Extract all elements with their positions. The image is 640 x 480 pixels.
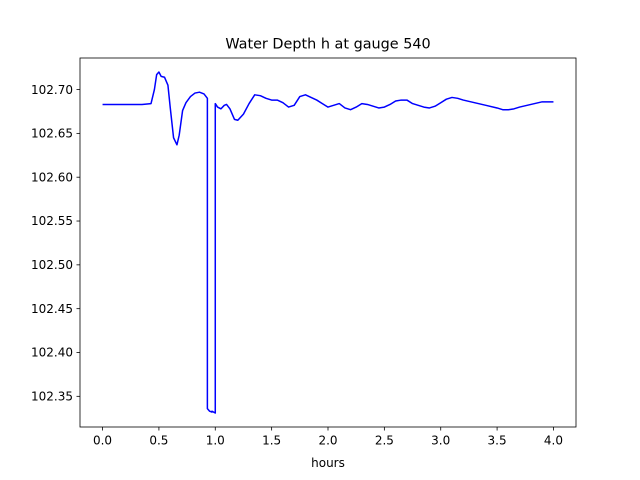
x-tick-label: 3.0 bbox=[431, 434, 450, 448]
x-axis-ticks: 0.0 0.5 1.0 1.5 2.0 2.5 3.0 3.5 4.0 bbox=[93, 427, 563, 448]
x-tick-label: 2.5 bbox=[375, 434, 394, 448]
chart-title: Water Depth h at gauge 540 bbox=[225, 37, 430, 53]
x-tick-label: 1.0 bbox=[206, 434, 225, 448]
x-tick-label: 0.0 bbox=[93, 434, 112, 448]
y-axis-ticks: 102.35 102.40 102.45 102.50 102.55 102.60 102.… bbox=[31, 83, 80, 404]
x-tick-label: 1.5 bbox=[262, 434, 281, 448]
x-tick-label: 4.0 bbox=[544, 434, 563, 448]
y-tick-label: 102.65 bbox=[31, 127, 73, 141]
x-tick-label: 0.5 bbox=[149, 434, 168, 448]
series-line-0 bbox=[102, 71, 554, 414]
y-tick-label: 102.70 bbox=[31, 83, 73, 97]
y-tick-label: 102.35 bbox=[31, 390, 73, 404]
x-axis-label: hours bbox=[311, 456, 345, 470]
y-tick-label: 102.55 bbox=[31, 214, 73, 228]
y-tick-label: 102.40 bbox=[31, 346, 73, 360]
x-tick-label: 3.5 bbox=[488, 434, 507, 448]
y-tick-label: 102.60 bbox=[31, 170, 73, 184]
y-tick-label: 102.45 bbox=[31, 302, 73, 316]
y-tick-label: 102.50 bbox=[31, 258, 73, 272]
x-tick-label: 2.0 bbox=[318, 434, 337, 448]
